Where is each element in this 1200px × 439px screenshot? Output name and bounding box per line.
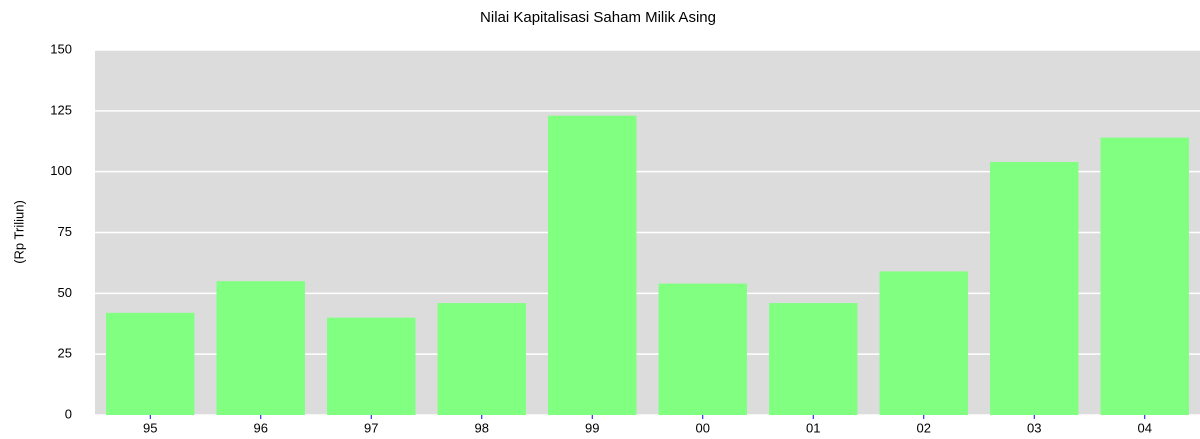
bar xyxy=(769,303,858,415)
bar xyxy=(216,281,305,415)
bar xyxy=(437,303,526,415)
x-tick-label: 01 xyxy=(806,420,820,435)
bar xyxy=(658,283,747,415)
chart-title: Nilai Kapitalisasi Saham Milik Asing xyxy=(480,9,716,26)
y-tick-label: 150 xyxy=(50,41,72,56)
bar xyxy=(327,317,416,415)
x-tick-label: 00 xyxy=(696,420,710,435)
x-tick-label: 02 xyxy=(917,420,931,435)
x-tick-label: 97 xyxy=(364,420,378,435)
bar xyxy=(548,115,637,415)
x-tick-label: 04 xyxy=(1138,420,1152,435)
bar xyxy=(990,161,1079,415)
y-tick-label: 100 xyxy=(50,163,72,178)
x-tick-label: 99 xyxy=(585,420,599,435)
y-tick-label: 50 xyxy=(58,285,72,300)
x-tick-label: 96 xyxy=(254,420,268,435)
bar xyxy=(879,271,968,415)
y-tick-label: 125 xyxy=(50,102,72,117)
y-axis-label: (Rp Triliun) xyxy=(11,200,26,264)
bar xyxy=(1100,137,1189,415)
x-tick-label: 95 xyxy=(143,420,157,435)
y-tick-label: 0 xyxy=(65,406,72,421)
x-tick-label: 98 xyxy=(475,420,489,435)
x-tick-label: 03 xyxy=(1027,420,1041,435)
bar xyxy=(106,312,195,415)
y-tick-label: 75 xyxy=(58,224,72,239)
y-tick-label: 25 xyxy=(58,346,72,361)
